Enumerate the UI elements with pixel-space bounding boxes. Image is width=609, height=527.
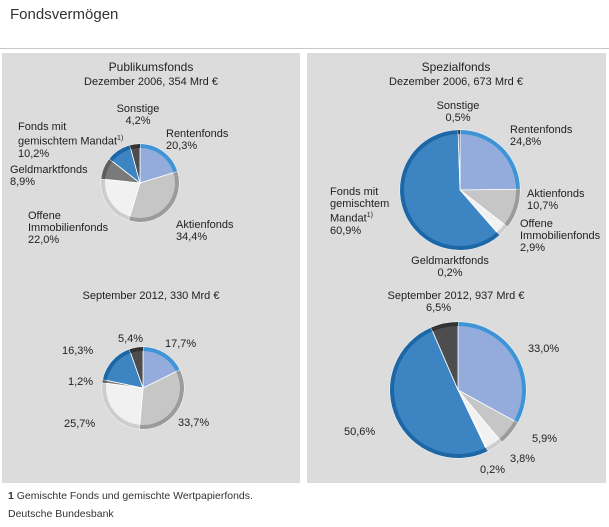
slice-edge: [109, 145, 131, 162]
value-label: 5,4%: [118, 333, 144, 345]
slice-label: 5,9%: [532, 433, 572, 445]
value-label: 0,2%: [437, 267, 463, 279]
footnote-number: 1: [8, 490, 14, 502]
slice-edge: [128, 171, 179, 222]
slice-label: 6,5%: [426, 302, 466, 314]
value-label: 22,0%: [28, 234, 60, 246]
slice-edge: [101, 178, 130, 221]
slice-edge: [129, 347, 144, 354]
slice-label: 0,2%: [480, 464, 520, 476]
slice-edge: [504, 189, 520, 227]
value-label: 0,5%: [445, 112, 471, 124]
slice-edge: [400, 130, 500, 250]
slice-label: 33,0%: [528, 343, 568, 355]
source: Deutsche Bundesbank: [8, 508, 114, 520]
slice-edge: [430, 322, 459, 332]
category-label: Sonstige: [436, 100, 480, 112]
category-label: Fonds mit gemischtem Mandat: [18, 121, 118, 148]
value-label: 6,5%: [426, 302, 452, 314]
value-label: 2,9%: [520, 242, 546, 254]
slice-label: 3,8%: [510, 453, 550, 465]
category-label: Aktienfonds: [176, 219, 234, 231]
value-label: 33,7%: [178, 417, 210, 429]
slice-edge: [139, 144, 178, 173]
chart-title: Dezember 2006, 673 Mrd €: [389, 76, 523, 88]
slice-label: Offene Immobilienfonds 22,0%: [28, 210, 118, 246]
slice-edge: [101, 158, 113, 180]
slice-label: Sonstige 0,5%: [430, 100, 486, 124]
value-label: 5,9%: [532, 433, 558, 445]
slice-edge: [459, 130, 520, 190]
slice-label: 16,3%: [62, 345, 102, 357]
chart-title: September 2012, 937 Mrd €: [387, 290, 525, 302]
footnote-mark: 1): [117, 135, 124, 142]
footnote-mark: 1): [366, 212, 373, 219]
category-label: Offene Immobilienfonds: [28, 210, 109, 234]
value-label: 17,7%: [165, 338, 197, 350]
value-label: 50,6%: [344, 426, 376, 438]
value-label: 24,8%: [510, 136, 542, 148]
value-label: 10,7%: [527, 200, 559, 212]
category-label: Fonds mit gemischtem Mandat: [330, 186, 390, 225]
slice-label: 50,6%: [344, 426, 384, 438]
footnote: 1 Gemischte Fonds und gemischte Wertpapi…: [8, 490, 253, 502]
slice-label: Sonstige 4,2%: [110, 103, 166, 127]
category-label: Rentenfonds: [166, 128, 229, 140]
category-label: Offene Immobilienfonds: [520, 218, 601, 242]
slice-edge: [390, 327, 488, 458]
slice-label: Aktienfonds 34,4%: [176, 219, 266, 243]
slice-label: Geldmarktfonds 8,9%: [10, 164, 100, 188]
category-label: Geldmarktfonds: [411, 255, 489, 267]
slice-edge: [142, 347, 180, 372]
panel-title: Publikumsfonds: [108, 60, 194, 74]
title-rule: [0, 48, 609, 49]
slice-label: Offene Immobilienfonds 2,9%: [520, 218, 609, 254]
slice-label: 1,2%: [68, 376, 108, 388]
slice-label: Rentenfonds 20,3%: [166, 128, 256, 152]
footnote-text: Gemischte Fonds und gemischte Wertpapier…: [16, 490, 253, 502]
page-title: Fondsvermögen: [10, 6, 119, 23]
category-label: Aktienfonds: [527, 188, 585, 200]
category-label: Rentenfonds: [510, 124, 573, 136]
slice-label: Fonds mit gemischtem Mandat1) 10,2%: [18, 121, 128, 160]
value-label: 20,3%: [166, 140, 198, 152]
slice-label: 25,7%: [64, 418, 104, 430]
value-label: 10,2%: [18, 147, 50, 160]
value-label: 4,2%: [125, 115, 151, 127]
chart-title: September 2012, 330 Mrd €: [82, 290, 220, 302]
category-label: Sonstige: [116, 103, 160, 115]
value-label: 34,4%: [176, 231, 208, 243]
value-label: 0,2%: [480, 464, 506, 476]
value-label: 16,3%: [62, 345, 94, 357]
value-label: 60,9%: [330, 224, 362, 237]
slice-label: 17,7%: [165, 338, 205, 350]
slice-label: Rentenfonds 24,8%: [510, 124, 600, 148]
slice-label: 33,7%: [178, 417, 218, 429]
slice-label: Aktienfonds 10,7%: [527, 188, 607, 212]
value-label: 1,2%: [68, 376, 94, 388]
slice-label: Geldmarktfonds 0,2%: [410, 255, 490, 279]
value-label: 3,8%: [510, 453, 536, 465]
value-label: 25,7%: [64, 418, 96, 430]
slice-edge: [102, 349, 131, 381]
slice-edge: [102, 382, 140, 429]
value-label: 33,0%: [528, 343, 560, 355]
slice-edge: [457, 322, 526, 423]
slice-label: 5,4%: [118, 333, 158, 345]
category-label: Geldmarktfonds: [10, 164, 88, 176]
slice-label: Fonds mit gemischtem Mandat1) 60,9%: [330, 186, 392, 237]
panel-title: Spezialfonds: [421, 60, 491, 74]
value-label: 8,9%: [10, 176, 36, 188]
slice-edge: [129, 144, 141, 150]
slice-edge: [139, 369, 184, 429]
chart-title: Dezember 2006, 354 Mrd €: [84, 76, 218, 88]
